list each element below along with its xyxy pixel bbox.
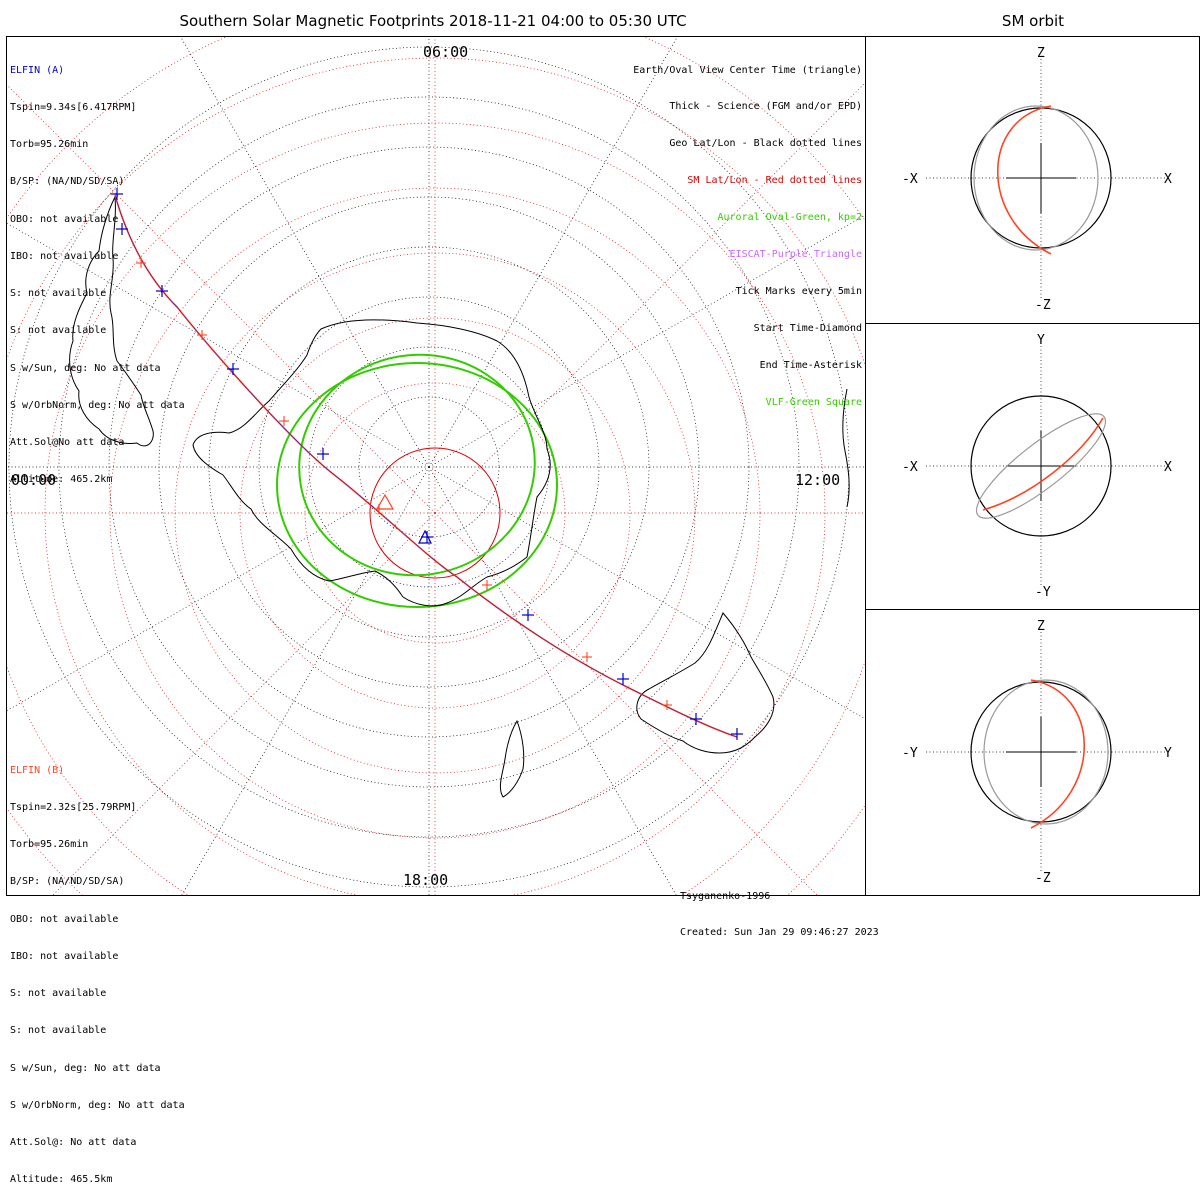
mlt-label-left: 00:00	[11, 471, 56, 489]
orbit-a	[983, 679, 1109, 825]
legend-item: Earth/Oval View Center Time (triangle)	[633, 64, 862, 76]
axis-label-bottom: -Z	[1035, 871, 1051, 886]
probe-b-obo: OBO: not available	[10, 913, 119, 925]
main-title: Southern Solar Magnetic Footprints 2018-…	[179, 12, 687, 30]
probe-b-bsp: B/SP: (NA/ND/SD/SA)	[10, 876, 125, 888]
axis-label-bottom: -Y	[1035, 585, 1051, 600]
legend-item: Tick Marks every 5min	[735, 285, 862, 297]
probe-a-bsp: B/SP: (NA/ND/SD/SA)	[10, 176, 125, 188]
orbit-xy: Y -Y -X X	[902, 333, 1172, 600]
probe-a-obo: OBO: not available	[10, 213, 119, 225]
legend-item: SM Lat/Lon - Red dotted lines	[687, 175, 862, 187]
probe-b-spin: Tspin=2.32s[25.79RPM]	[10, 802, 137, 814]
probe-b-s1: S: not available	[10, 988, 107, 1000]
axis-label-left: -X	[902, 460, 918, 475]
sm-lat-circle	[239, 317, 631, 709]
probe-b-s2: S: not available	[10, 1025, 107, 1037]
probe-a-att: Att.Sol@No att data	[10, 437, 125, 448]
probe-a-spin: Tspin=9.34s[6.417RPM]	[10, 102, 137, 114]
orbit-a	[975, 413, 1107, 519]
auroral-oval-inner	[298, 353, 536, 577]
probe-b-name: ELFIN (B)	[10, 764, 65, 776]
probe-a-s2: S: not available	[10, 325, 107, 337]
earth-circle	[970, 395, 1112, 537]
legend-item: Thick - Science (FGM and/or EPD)	[669, 101, 862, 113]
axis-label-left: -X	[902, 172, 918, 187]
orbit-title: SM orbit	[1001, 12, 1065, 30]
mlt-label-top: 06:00	[423, 43, 468, 61]
created-date: Created: Sun Jan 29 09:46:27 2023	[680, 927, 879, 939]
sm-lat-circle	[44, 122, 826, 895]
legend-item: End Time-Asterisk	[759, 359, 862, 371]
axis-label-left: -Y	[902, 746, 918, 761]
orbit-b	[982, 417, 1104, 511]
axis-label-right: Y	[1164, 746, 1172, 761]
probe-b-torb: Torb=95.26min	[10, 839, 89, 851]
credit: Tsyganenko-1996 Created: Sun Jan 29 09:4…	[680, 866, 879, 952]
probe-a-torb: Torb=95.26min	[10, 139, 89, 151]
polar-map-panel: 06:00 12:00 18:00 00:00	[6, 36, 866, 896]
axis-label-right: X	[1164, 172, 1172, 187]
legend: Earth/Oval View Center Time (triangle) T…	[633, 40, 862, 421]
orbit-b	[1030, 679, 1086, 829]
probe-a-s1: S: not available	[10, 288, 107, 300]
legend-item: Auroral Oval-Green, kp=2	[717, 212, 863, 224]
orbit-b	[996, 105, 1052, 255]
geo-lat-circle	[208, 246, 650, 688]
probe-b-ibo: IBO: not available	[10, 950, 119, 962]
model-name: Tsyganenko-1996	[680, 890, 771, 902]
geo-lon-line	[7, 466, 430, 712]
auroral-oval-outer	[276, 362, 558, 608]
polar-map: 06:00 12:00 18:00 00:00	[7, 37, 865, 895]
axis-label-bottom: -Z	[1035, 298, 1051, 313]
sm-lon-line	[434, 512, 818, 895]
probe-b-info: ELFIN (B) Tspin=2.32s[25.79RPM] Torb=95.…	[10, 740, 185, 1199]
sm-lat-circle	[109, 187, 761, 839]
legend-item: VLF-Green Square	[765, 396, 862, 408]
orbit-xz: Z -Z -X X	[902, 46, 1172, 313]
probe-a-ibo: IBO: not available	[10, 250, 119, 262]
probe-a-name: ELFIN (A)	[10, 64, 65, 76]
probe-b-sun: S w/Sun, deg: No att data	[10, 1062, 161, 1074]
probe-a-alt: Altitude: 465.2km	[10, 474, 113, 486]
orbit-yz: Z -Z -Y Y	[902, 619, 1172, 886]
probe-b-orbnorm: S w/OrbNorm, deg: No att data	[10, 1099, 185, 1111]
mlt-label-right: 12:00	[795, 471, 840, 489]
probe-a-info: ELFIN (A) Tspin=9.34s[6.417RPM] Torb=95.…	[10, 40, 185, 499]
geo-lat-circle	[258, 296, 600, 638]
legend-item: Start Time-Diamond	[753, 322, 862, 334]
legend-item: Geo Lat/Lon - Black dotted lines	[669, 138, 862, 150]
probe-b-alt: Altitude: 465.5km	[10, 1174, 113, 1186]
track-elfin-a	[114, 194, 738, 738]
axis-label-top: Z	[1037, 46, 1045, 61]
probe-a-sun: S w/Sun, deg: No att data	[10, 362, 161, 374]
sm-lat-circle	[369, 447, 501, 579]
axis-label-right: X	[1164, 460, 1172, 475]
legend-item: EISCAT-Purple Triangle	[729, 249, 862, 261]
mlt-label-bottom: 18:00	[403, 871, 448, 889]
geo-lon-line	[428, 466, 865, 720]
geo-lat-circle	[58, 96, 800, 838]
probe-b-att: Att.Sol@: No att data	[10, 1137, 137, 1148]
view-center-triangle-a	[418, 529, 432, 544]
view-center-triangle-b	[375, 493, 395, 510]
orbit-panel-xy: Y -Y -X X	[865, 323, 1200, 610]
orbit-panel-yz: Z -Z -Y Y	[865, 609, 1200, 896]
geo-lon-line	[428, 466, 677, 895]
axis-label-top: Y	[1037, 333, 1045, 348]
orbit-panel-xz: Z -Z -X X	[865, 36, 1200, 324]
geo-lat-circle	[108, 146, 750, 788]
axis-label-top: Z	[1037, 619, 1045, 634]
coastlines	[69, 195, 850, 798]
probe-a-orbnorm: S w/OrbNorm, deg: No att data	[10, 399, 185, 411]
orbit-a	[973, 105, 1099, 251]
